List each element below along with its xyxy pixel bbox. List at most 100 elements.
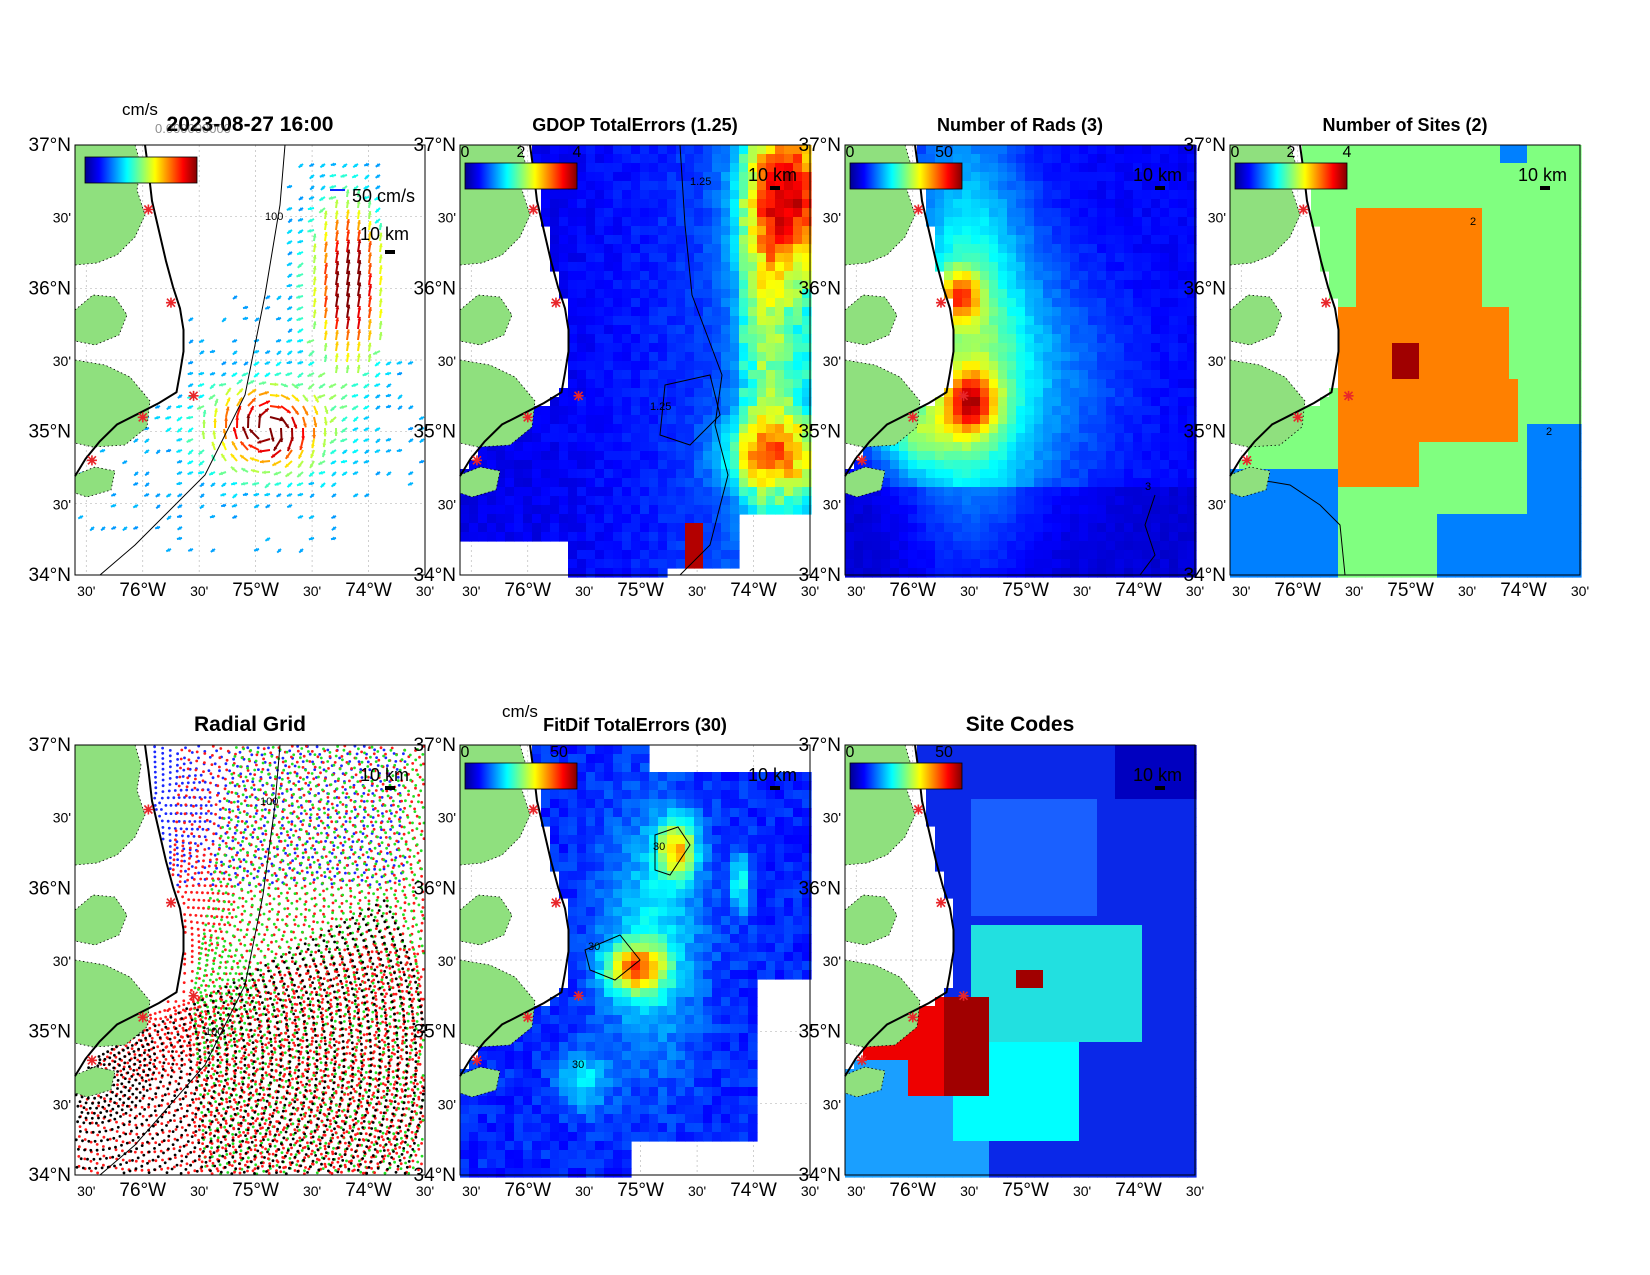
lon-tick-label: 76°W <box>504 580 551 601</box>
lat-tick-label: 30' <box>1208 210 1226 226</box>
land-mass <box>74 744 185 1098</box>
lon-tick-label: 30' <box>688 1183 706 1199</box>
lat-tick-label: 30' <box>823 210 841 226</box>
radar-site-marker <box>143 804 154 815</box>
contour-label: 3 <box>1145 481 1151 493</box>
panel-sitecodes: Site Codes 37°N30'36°N30'35°N30'34°N30' 7… <box>799 713 1205 1201</box>
lon-tick-label: 76°W <box>119 1180 166 1201</box>
lon-tick-label: 30' <box>1232 583 1250 599</box>
radar-site-marker <box>188 990 199 1001</box>
scale-bar: 10 km <box>748 165 797 190</box>
radar-site-marker <box>913 804 924 815</box>
lat-tick-label: 35°N <box>29 422 71 443</box>
panel-units-label: cm/s <box>502 702 538 721</box>
radar-site-marker <box>550 897 561 908</box>
heatmap-cells <box>845 745 1197 1178</box>
scale-label: 10 km <box>748 765 797 785</box>
lat-tick-label: 36°N <box>799 878 841 899</box>
lon-tick-label: 30' <box>1073 1183 1091 1199</box>
site-contour <box>1229 474 1346 576</box>
panel-title: 2023-08-27 16:00 <box>167 113 334 136</box>
colorbar-tick-label: 2 <box>1287 144 1296 161</box>
scale-bar: 10 km <box>1133 165 1182 190</box>
radar-site-marker <box>856 1055 867 1066</box>
lon-tick-label: 74°W <box>730 580 777 601</box>
lat-tick-label: 30' <box>438 210 456 226</box>
radar-site-marker <box>143 204 154 215</box>
lat-tick-label: 35°N <box>799 422 841 443</box>
lon-tick-label: 30' <box>1345 583 1363 599</box>
scale-bar: 10 km <box>1518 165 1567 190</box>
radar-site-marker <box>137 412 148 423</box>
radar-site-marker <box>550 297 561 308</box>
radar-site-marker <box>907 412 918 423</box>
lon-tick-label: 75°W <box>232 1180 279 1201</box>
panel-title: Number of Sites (2) <box>1322 115 1487 135</box>
map-frame <box>1229 144 1581 576</box>
lat-tick-label: 34°N <box>29 565 71 586</box>
map-frame <box>74 744 426 1176</box>
scale-label: 10 km <box>360 765 409 785</box>
map-frame <box>459 144 811 576</box>
lat-tick-label: 30' <box>823 953 841 969</box>
map-frame <box>74 144 426 576</box>
lat-tick-label: 36°N <box>29 278 71 299</box>
lat-tick-label: 30' <box>53 810 71 826</box>
radar-site-marker <box>573 390 584 401</box>
lon-tick-label: 74°W <box>1500 580 1547 601</box>
lon-tick-label: 30' <box>801 583 819 599</box>
lat-tick-label: 37°N <box>414 135 456 156</box>
panel-units-label: cm/s <box>122 100 158 119</box>
panel-title: FitDif TotalErrors (30) <box>543 715 727 735</box>
lat-tick-label: 30' <box>53 353 71 369</box>
contour-label: 100 <box>205 1026 223 1038</box>
map-frame <box>844 144 1196 576</box>
overlap-tick-text: 0.000000000 <box>155 121 231 136</box>
lat-tick-label: 36°N <box>414 278 456 299</box>
lat-tick-label: 34°N <box>799 1165 841 1186</box>
radar-site-marker <box>522 412 533 423</box>
radar-site-marker <box>1320 297 1331 308</box>
isobath-contour <box>99 744 281 1176</box>
panel-nsites: Number of Sites (2) 2 2 37°N 30' 36°N 30' 35°… <box>1184 115 1590 601</box>
current-vectors <box>77 162 425 554</box>
contour-label: 100 <box>260 796 278 808</box>
lon-tick-label: 30' <box>1458 583 1476 599</box>
colorbar-tick-label: 4 <box>573 144 582 161</box>
lon-tick-label: 76°W <box>1274 580 1321 601</box>
scale-label: 10 km <box>748 165 797 185</box>
radar-sites <box>471 804 584 1066</box>
panel-title: Site Codes <box>966 713 1075 736</box>
lat-tick-label: 37°N <box>29 135 71 156</box>
lat-tick-label: 34°N <box>414 1165 456 1186</box>
lat-tick-label: 30' <box>438 1096 456 1112</box>
lon-tick-label: 74°W <box>345 580 392 601</box>
lon-tick-label: 30' <box>190 1183 208 1199</box>
radar-site-marker <box>528 804 539 815</box>
lat-tick-label: 34°N <box>414 565 456 586</box>
lat-tick-label: 30' <box>823 496 841 512</box>
lon-tick-label: 30' <box>575 1183 593 1199</box>
lon-tick-label: 30' <box>462 1183 480 1199</box>
radar-site-marker <box>935 297 946 308</box>
map-frame <box>459 744 811 1176</box>
scale-label: 10 km <box>1133 765 1182 785</box>
radar-site-marker <box>856 455 867 466</box>
colorbar-tick-label: 0 <box>1231 144 1240 161</box>
radar-sites <box>856 204 969 466</box>
radar-site-marker <box>86 1055 97 1066</box>
panel-title: GDOP TotalErrors (1.25) <box>532 115 737 135</box>
radar-sites <box>86 804 199 1066</box>
lat-tick-label: 30' <box>438 953 456 969</box>
lon-tick-label: 30' <box>416 1183 434 1199</box>
panel-title: Radial Grid <box>194 713 306 736</box>
lat-tick-label: 36°N <box>29 878 71 899</box>
contour-label: 100 <box>265 211 283 223</box>
colorbar-tick-label: 0 <box>846 744 855 761</box>
lat-tick-label: 30' <box>438 810 456 826</box>
heatmap-cells <box>460 745 812 1178</box>
map-frame <box>844 744 1196 1176</box>
panel-radgrid: Radial Grid 100 100 37°N 30' 36°N 30' 35°N 30'… <box>29 713 435 1201</box>
lat-tick-label: 30' <box>823 353 841 369</box>
